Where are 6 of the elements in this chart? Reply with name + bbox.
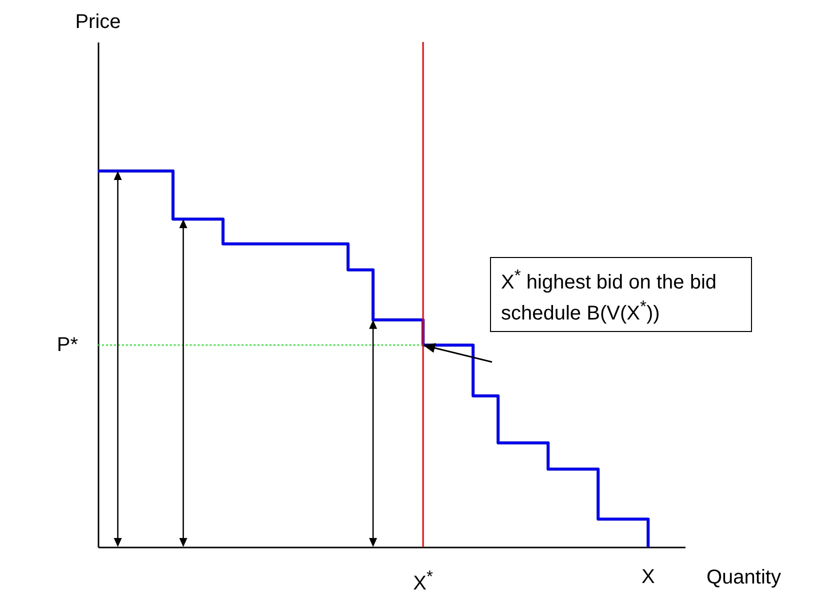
x-tick-label: X$^{*}$ (413, 566, 433, 591)
text: Price (75, 10, 121, 34)
x-axis-title: Quantity (706, 566, 781, 588)
x-tick-label: X (641, 565, 655, 589)
annotation: X$^{*}$ highest bid on the bid schedule B(V(X$^{*}$)) (490, 257, 752, 332)
text: P* (56, 333, 78, 358)
